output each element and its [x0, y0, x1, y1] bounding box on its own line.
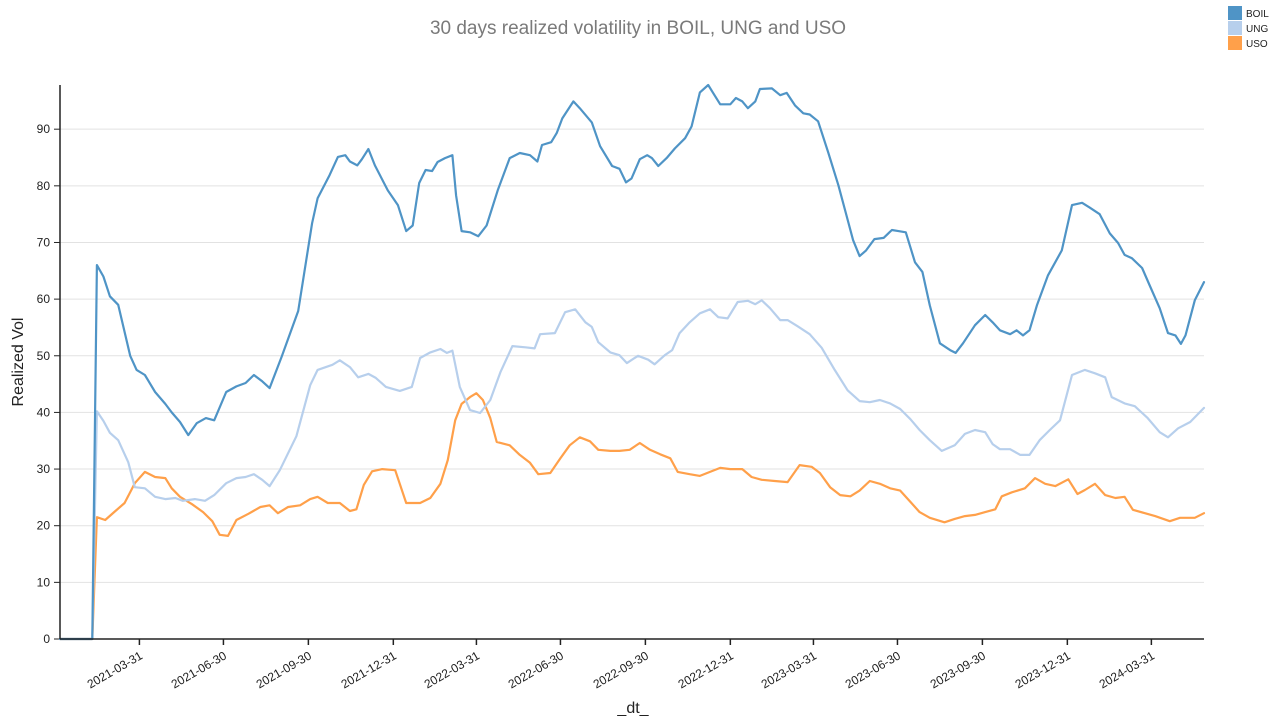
y-tick-label: 50 [37, 349, 51, 363]
y-axis-ticks: 0 10 20 30 40 50 60 70 80 90 [37, 122, 60, 646]
legend-swatch-boil [1228, 6, 1242, 20]
y-tick-label: 0 [43, 632, 50, 646]
legend-label-uso: USO [1246, 39, 1268, 50]
x-tick-label: 2023-06-30 [843, 648, 903, 691]
y-tick-label: 20 [37, 519, 51, 533]
y-tick-label: 90 [37, 122, 51, 136]
chart-title: 30 days realized volatility in BOIL, UNG… [430, 18, 846, 39]
y-axis-label: Realized Vol [10, 318, 27, 407]
x-tick-label: 2024-03-31 [1097, 648, 1157, 691]
y-tick-label: 70 [37, 235, 51, 249]
x-tick-label: 2021-12-31 [339, 648, 399, 691]
x-tick-label: 2022-12-31 [676, 648, 736, 691]
x-tick-label: 2022-03-31 [422, 648, 482, 691]
x-tick-label: 2021-06-30 [169, 648, 229, 691]
legend: BOIL UNG USO [1228, 6, 1269, 50]
x-tick-label: 2022-09-30 [591, 648, 651, 691]
y-tick-label: 60 [37, 292, 51, 306]
legend-swatch-ung [1228, 21, 1242, 35]
x-axis-label: _dt_ [616, 700, 649, 717]
y-tick-label: 10 [37, 575, 51, 589]
x-tick-label: 2023-12-31 [1013, 648, 1073, 691]
y-tick-label: 30 [37, 462, 51, 476]
x-tick-label: 2022-06-30 [506, 648, 566, 691]
series-lines [58, 83, 1206, 641]
x-tick-label: 2023-03-31 [759, 648, 819, 691]
legend-swatch-uso [1228, 36, 1242, 50]
grid-lines [60, 128, 1204, 583]
x-tick-label: 2021-09-30 [254, 648, 314, 691]
legend-label-boil: BOIL [1246, 9, 1269, 20]
x-axis-ticks: 2021-03-31 2021-06-30 2021-09-30 2021-12-31… [85, 639, 1157, 691]
series-line-uso [58, 392, 1206, 641]
y-tick-label: 80 [37, 179, 51, 193]
x-tick-label: 2023-09-30 [928, 648, 988, 691]
series-line-boil [58, 83, 1206, 641]
x-tick-label: 2021-03-31 [85, 648, 145, 691]
legend-label-ung: UNG [1246, 24, 1268, 35]
series-line-ung [58, 299, 1206, 641]
y-tick-label: 40 [37, 405, 51, 419]
